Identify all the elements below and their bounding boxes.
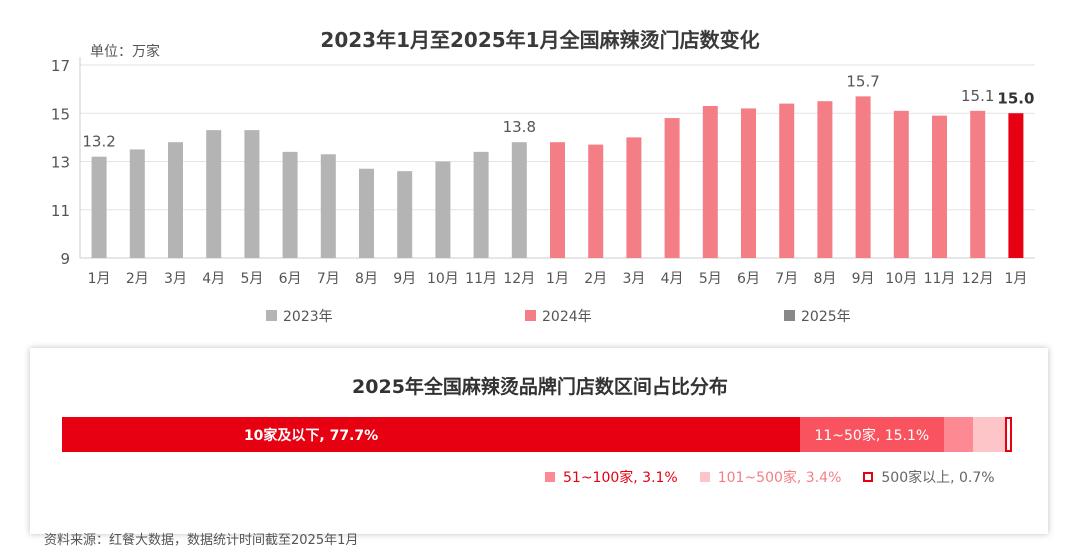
x-tick-label: 2月	[126, 271, 149, 287]
legend-swatch	[545, 472, 555, 482]
x-tick-label: 8月	[355, 271, 378, 287]
segment-4	[973, 417, 1006, 452]
x-tick-label: 1月	[88, 271, 111, 287]
y-tick-label: 15	[51, 105, 70, 123]
y-axis-unit: 单位：万家	[90, 44, 160, 60]
bar	[970, 110, 986, 259]
bar	[702, 106, 718, 258]
bar	[550, 142, 565, 258]
legend-label: 2024年	[542, 309, 592, 325]
bar	[626, 137, 642, 258]
bar	[129, 149, 145, 258]
x-tick-label: 5月	[240, 271, 263, 287]
y-tick-label: 13	[51, 154, 70, 172]
bar	[91, 156, 107, 258]
bar	[1008, 113, 1024, 258]
bar	[473, 151, 489, 258]
legend-label: 500家以上, 0.7%	[881, 470, 995, 486]
bar	[320, 154, 336, 258]
data-label: 13.2	[82, 133, 115, 151]
x-tick-label: 2月	[584, 271, 607, 287]
x-tick-label: 11月	[924, 271, 956, 287]
x-tick-label: 11月	[465, 271, 497, 287]
legend-label: 101~500家, 3.4%	[717, 470, 842, 486]
x-tick-label: 12月	[962, 271, 994, 287]
x-tick-label: 4月	[661, 271, 684, 287]
bar	[893, 110, 909, 259]
bar	[244, 130, 260, 258]
data-label: 15.7	[846, 72, 879, 90]
bar	[168, 142, 183, 258]
x-tick-label: 6月	[737, 271, 760, 287]
legend-item: 101~500家, 3.4%	[699, 467, 842, 487]
legend-item: 500家以上, 0.7%	[863, 467, 995, 487]
bar	[397, 171, 413, 258]
segment-1: 10家及以下, 77.7%	[62, 417, 801, 452]
x-tick-label: 7月	[317, 271, 340, 287]
legend-swatch	[266, 310, 277, 321]
legend-label: 51~100家, 3.1%	[563, 470, 678, 486]
distribution-title: 2025年全国麻辣烫品牌门店数区间占比分布	[352, 376, 728, 398]
legend-label: 2023年	[283, 309, 333, 325]
bar	[206, 130, 222, 258]
legend-label: 2025年	[801, 309, 851, 325]
legend-swatch	[863, 472, 874, 482]
data-label: 15.0	[997, 89, 1034, 107]
bar	[779, 103, 795, 258]
bar	[359, 168, 374, 258]
bar	[664, 118, 680, 258]
bar	[817, 101, 833, 258]
x-tick-label: 3月	[622, 271, 645, 287]
y-tick-label: 17	[51, 57, 70, 75]
bar	[588, 144, 604, 258]
legend-item: 51~100家, 3.1%	[545, 467, 678, 487]
stacked-bar: 10家及以下, 77.7% 11~50家, 15.1%	[62, 417, 1012, 452]
segment-2: 11~50家, 15.1%	[800, 417, 944, 452]
x-tick-label: 5月	[699, 271, 722, 287]
legend-swatch	[525, 310, 536, 321]
legend-swatch	[699, 472, 710, 482]
bar	[932, 115, 947, 258]
y-tick-label: 9	[60, 250, 70, 268]
x-tick-label: 9月	[852, 271, 875, 287]
bar-chart: 9 11 13 15 17 1月 13.2 2月 3月 4月 5月 6月 7月 8月 9月 10月 11月 12月…	[51, 57, 1035, 325]
x-tick-label: 9月	[393, 271, 416, 287]
bar	[435, 161, 451, 258]
x-tick-label: 6月	[279, 271, 302, 287]
bar	[282, 151, 298, 258]
x-tick-label: 10月	[427, 271, 459, 287]
bar	[511, 142, 527, 258]
x-tick-label: 1月	[546, 271, 569, 287]
chart-title: 2023年1月至2025年1月全国麻辣烫门店数变化	[320, 28, 760, 52]
x-tick-label: 8月	[813, 271, 836, 287]
distribution-legend: 51~100家, 3.1% 101~500家, 3.4% 500家以上, 0.7%	[545, 467, 995, 487]
x-tick-label: 3月	[164, 271, 187, 287]
bar	[741, 108, 756, 258]
x-tick-label: 12月	[503, 271, 535, 287]
x-tick-label: 1月	[1004, 271, 1027, 287]
segment-3	[943, 417, 974, 452]
source-note: 资料来源：红餐大数据，数据统计时间截至2025年1月	[44, 533, 359, 548]
y-tick-label: 11	[51, 202, 70, 220]
bar	[855, 96, 871, 258]
segment-5	[1005, 417, 1012, 452]
x-tick-label: 4月	[202, 271, 225, 287]
data-label: 15.1	[961, 87, 994, 105]
x-tick-label: 10月	[885, 271, 917, 287]
x-tick-label: 7月	[775, 271, 798, 287]
legend-swatch	[784, 310, 795, 321]
data-label: 13.8	[503, 118, 536, 136]
